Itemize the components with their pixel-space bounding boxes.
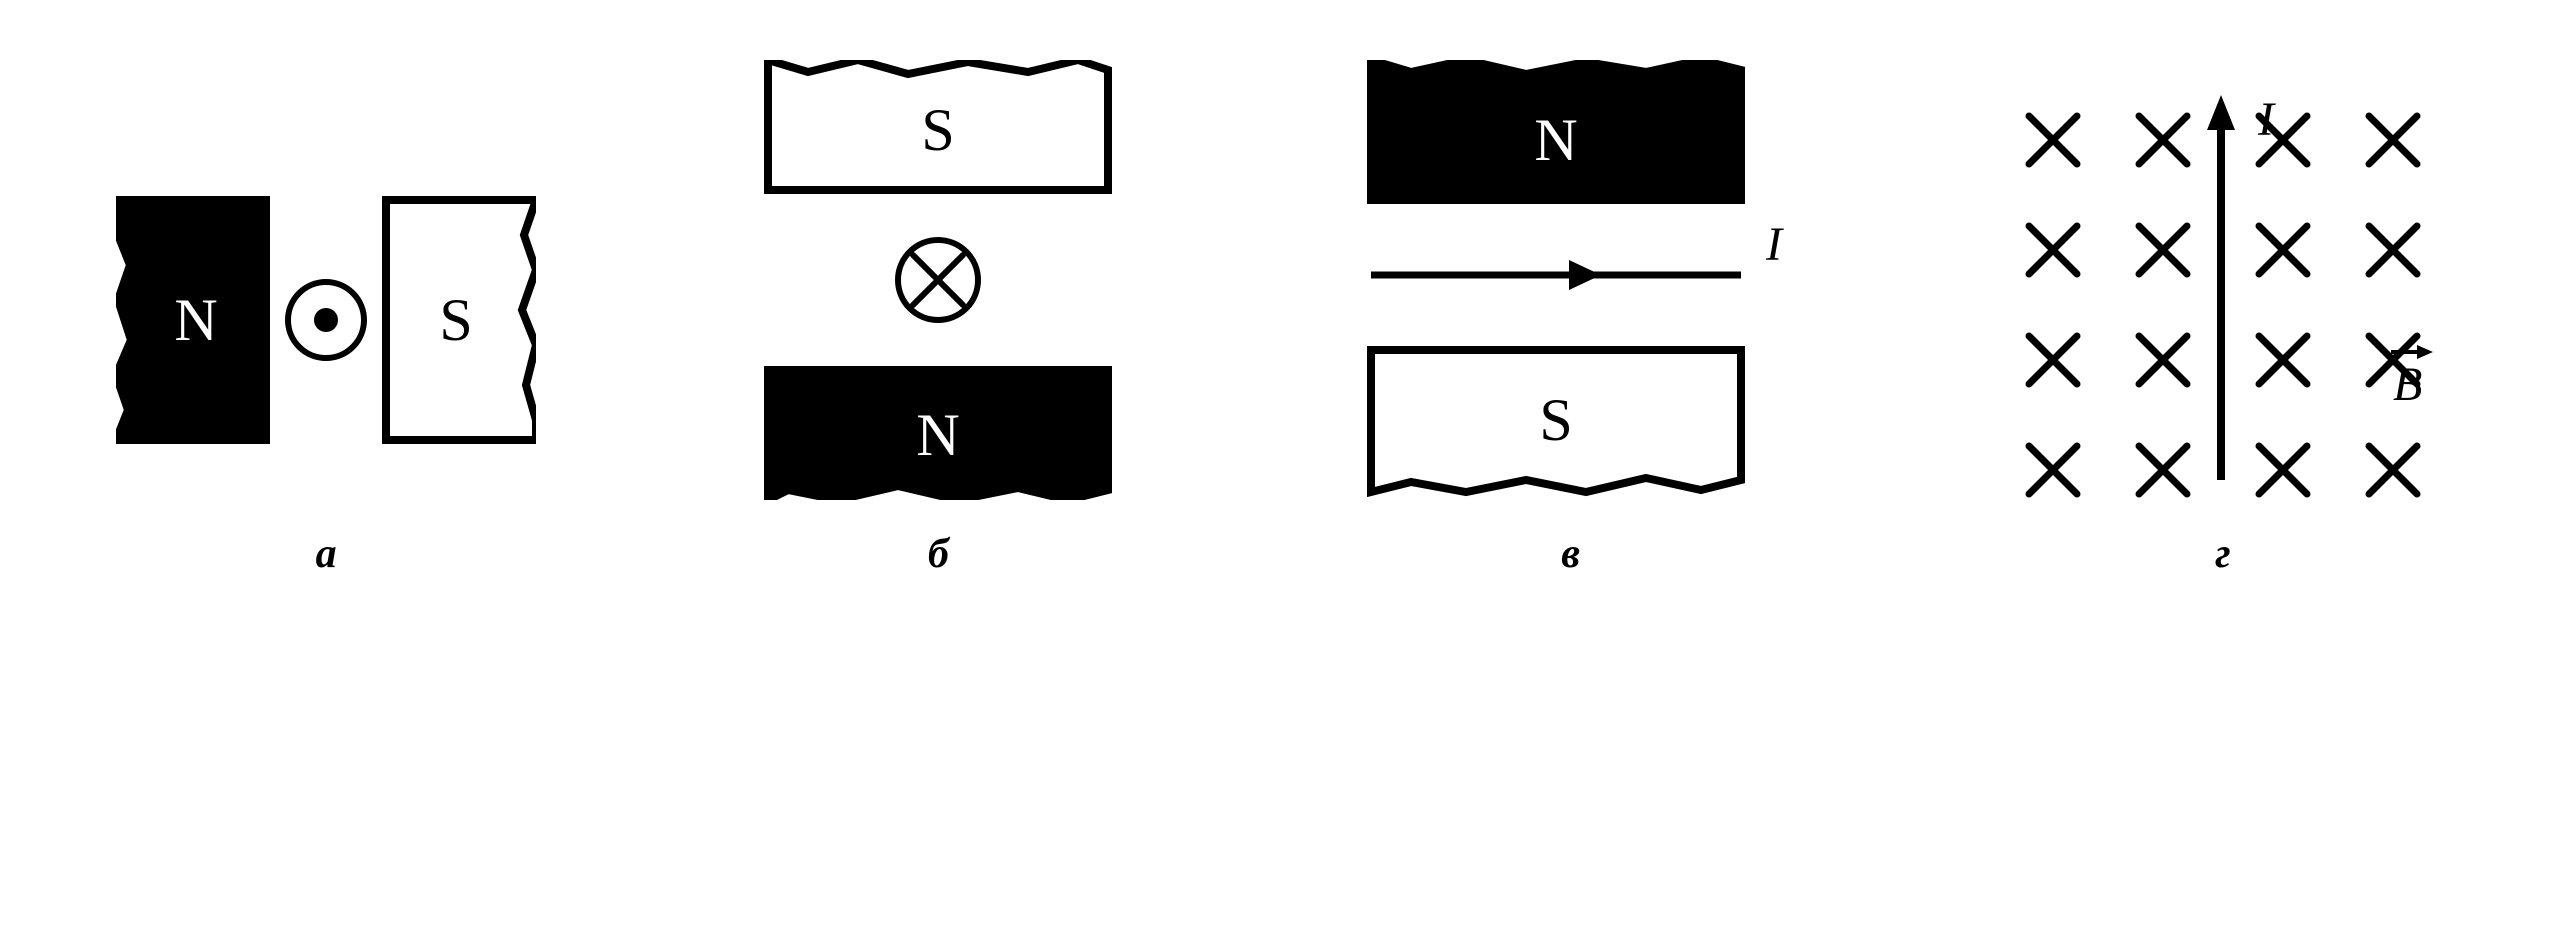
diagram-c: N I S xyxy=(1341,60,1801,500)
panel-a-label: а xyxy=(316,530,337,578)
panel-c-label: в xyxy=(1561,530,1580,578)
current-out-dot xyxy=(314,308,338,332)
panel-d-label: г xyxy=(2215,530,2231,578)
pole-label-n: N xyxy=(174,287,217,353)
diagram-d: I B xyxy=(1993,80,2453,500)
wire-arrowhead xyxy=(1569,260,1601,290)
panel-b: S N б xyxy=(728,60,1148,578)
panel-a: N S а xyxy=(116,140,536,578)
current-label-i-d: I xyxy=(2257,93,2276,146)
pole-label-s-top: S xyxy=(922,97,955,163)
panel-b-label: б xyxy=(928,530,949,578)
pole-label-s: S xyxy=(439,287,472,353)
panel-d: I B г xyxy=(1993,80,2453,578)
pole-label-n-top: N xyxy=(1534,107,1577,173)
diagram-a: N S xyxy=(116,140,536,500)
figure-row: N S а S N б N xyxy=(0,0,2569,618)
current-label-i: I xyxy=(1765,218,1784,271)
pole-label-s-bottom: S xyxy=(1539,387,1572,453)
pole-label-n-bottom: N xyxy=(917,402,960,468)
svg-text:B: B xyxy=(2393,358,2422,411)
panel-c: N I S в xyxy=(1341,60,1801,578)
wire-arrowhead-up xyxy=(2207,95,2235,130)
diagram-b: S N xyxy=(728,60,1148,500)
